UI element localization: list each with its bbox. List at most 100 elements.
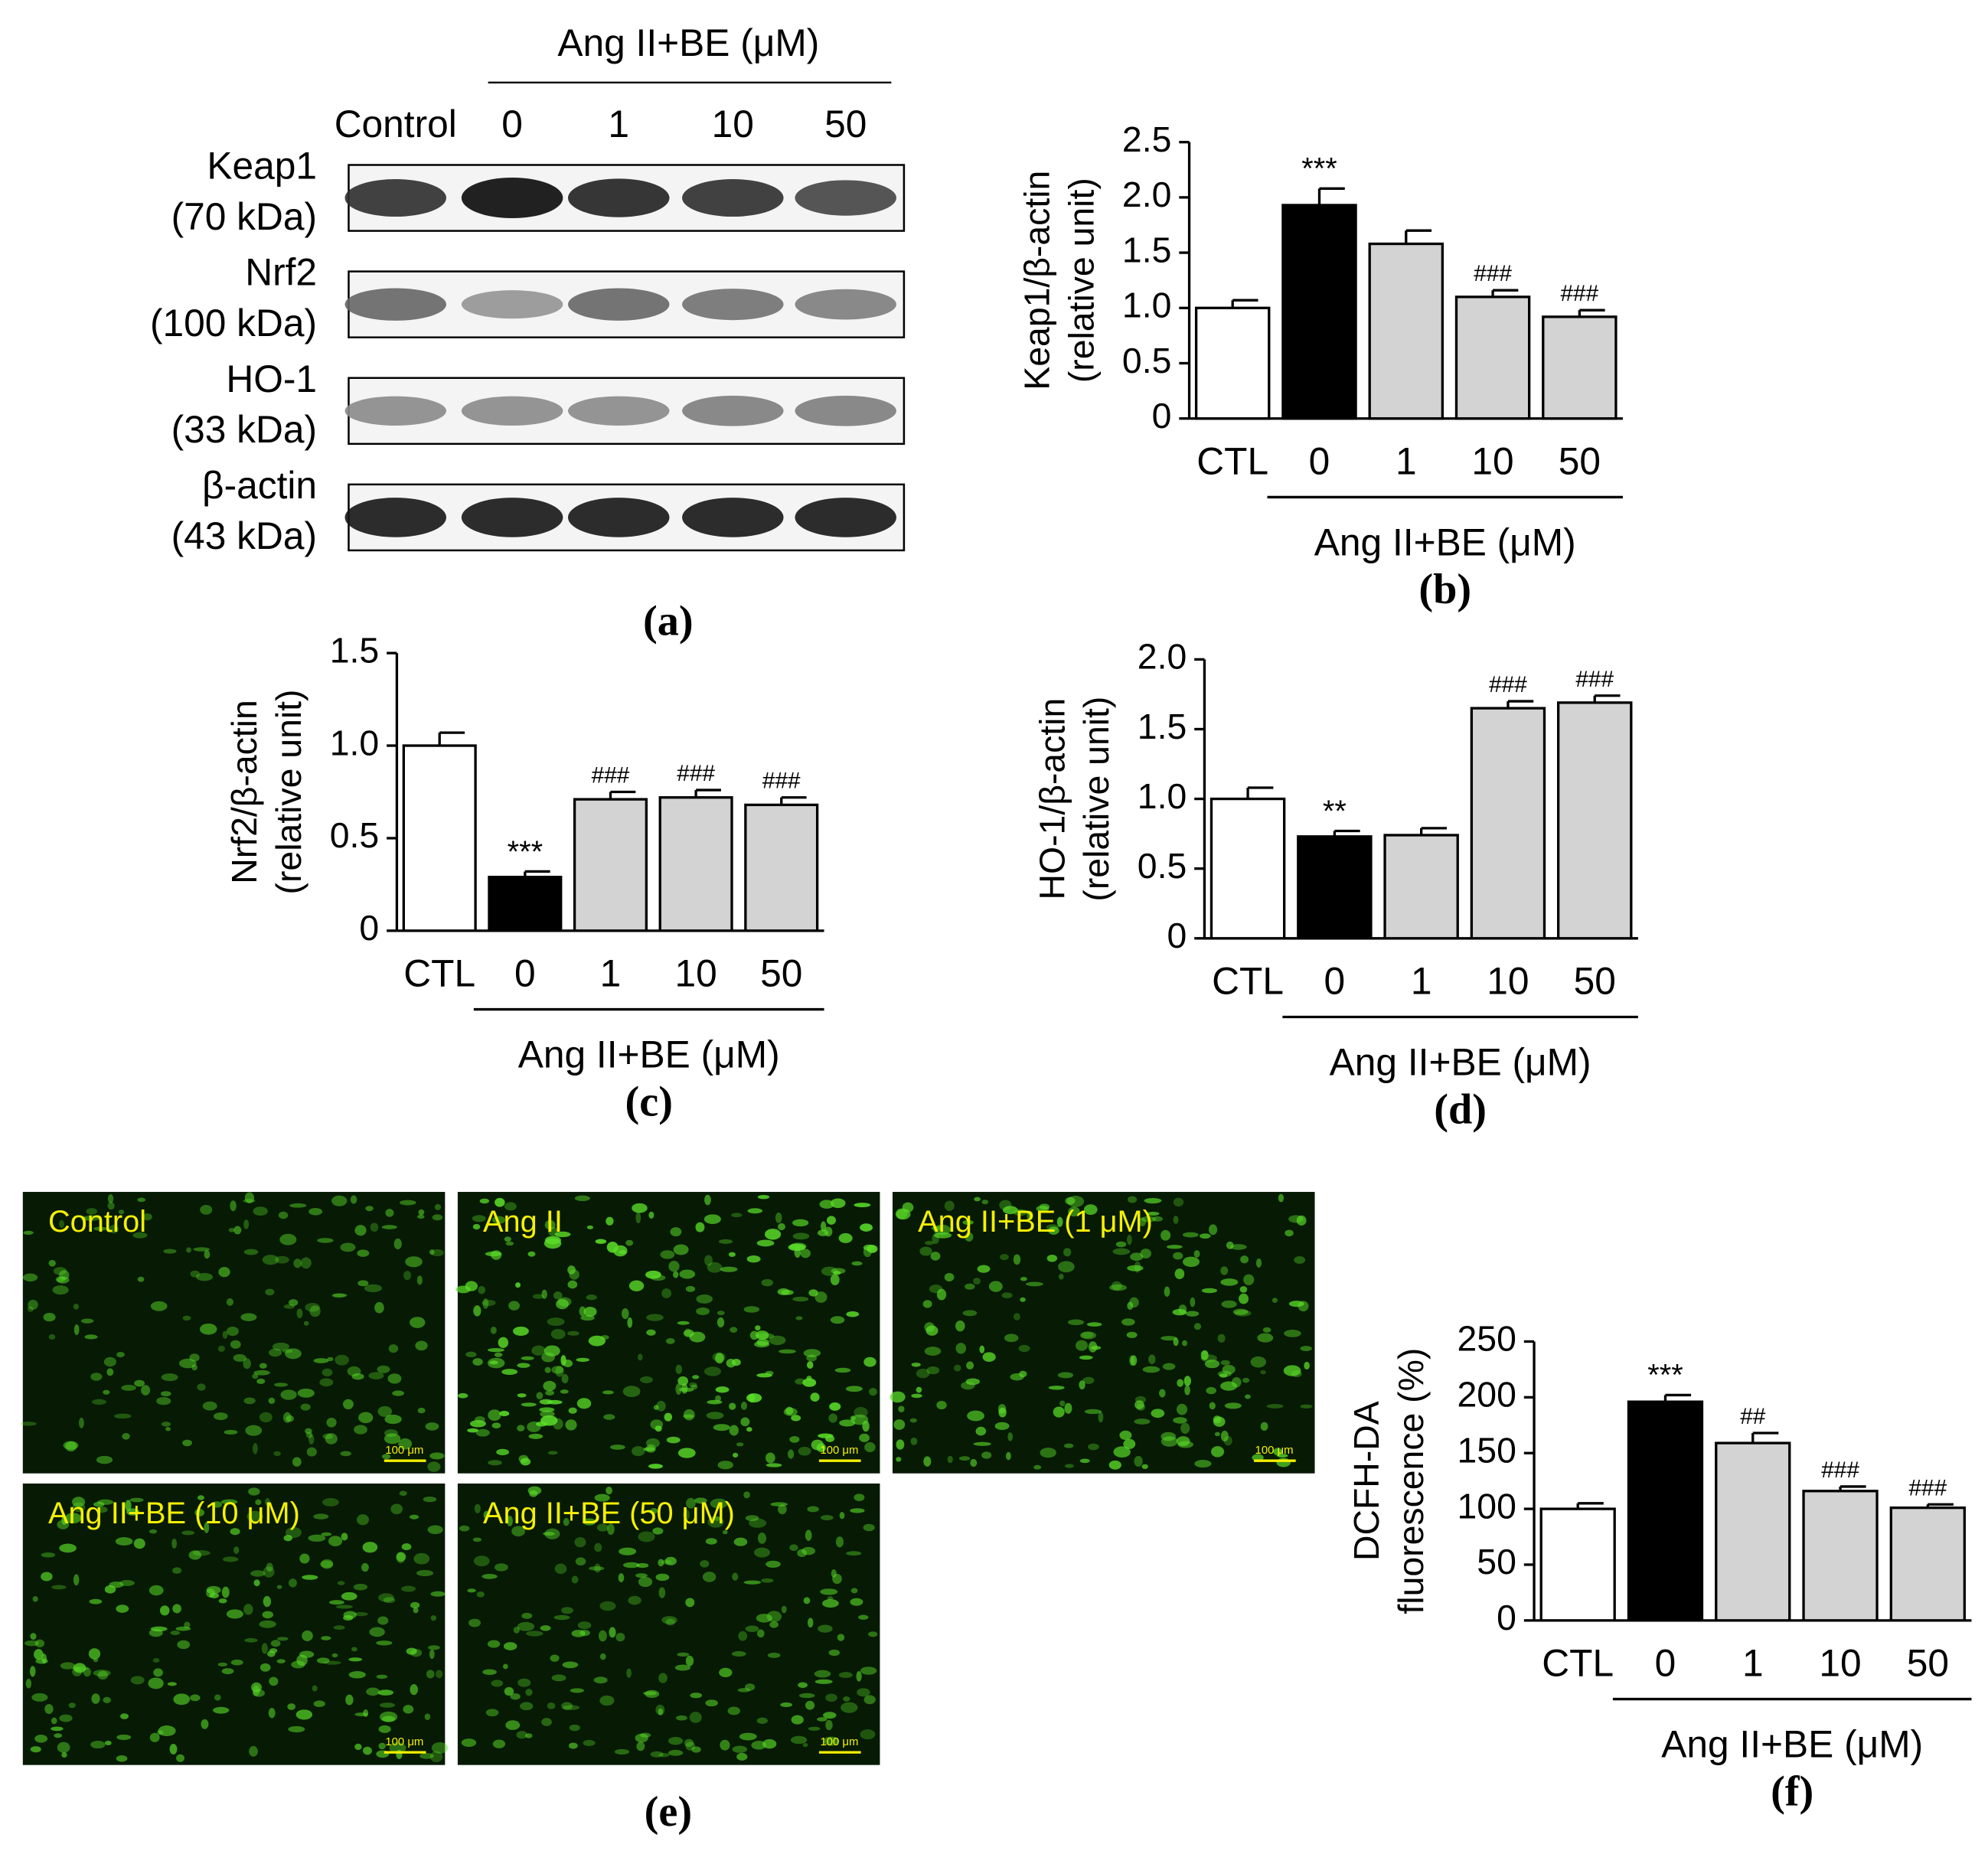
cell [384, 1414, 402, 1425]
cell [34, 1639, 45, 1647]
cell [609, 1627, 616, 1638]
cell [955, 1320, 965, 1332]
y-tick-label: 150 [1458, 1430, 1516, 1470]
cell [757, 1194, 770, 1200]
cell [256, 1378, 266, 1385]
cell [664, 1412, 673, 1422]
cell [289, 1203, 307, 1208]
cell [337, 1581, 345, 1585]
cell [84, 1334, 98, 1340]
y-tick-label: 100 [1458, 1486, 1516, 1526]
y-tick-label: 2.5 [1122, 119, 1171, 159]
significance-label: *** [1647, 1359, 1683, 1392]
cell [517, 1678, 531, 1687]
y-axis-label: (relative unit) [1076, 697, 1116, 902]
cell [563, 1705, 580, 1710]
cell [302, 1630, 313, 1641]
cell [244, 1637, 258, 1643]
cell [947, 1455, 953, 1464]
cell [668, 1736, 684, 1745]
cell [661, 1616, 677, 1624]
cell [988, 1281, 1003, 1292]
cell [1183, 1376, 1192, 1386]
cell [376, 1674, 388, 1680]
cell [288, 1578, 297, 1588]
cell [176, 1754, 184, 1762]
cell [89, 1598, 103, 1604]
cell [1119, 1430, 1132, 1441]
blot-band [682, 289, 784, 321]
cell [749, 1518, 767, 1528]
cell [737, 1688, 751, 1693]
cell [507, 1516, 513, 1526]
cell [264, 1498, 270, 1506]
cell [496, 1448, 510, 1456]
cell [72, 1497, 86, 1507]
cell [696, 1307, 710, 1315]
cell [677, 1376, 689, 1386]
cell [689, 1712, 702, 1723]
cell [149, 1529, 158, 1534]
cell [1182, 1232, 1199, 1238]
cell [890, 1391, 906, 1403]
cell [492, 1739, 506, 1748]
cell [636, 1562, 649, 1569]
cell [731, 1650, 746, 1657]
scale-bar-label: 100 μm [820, 1445, 858, 1457]
cell [567, 1330, 579, 1336]
cell [1194, 1460, 1212, 1468]
cell [743, 1306, 760, 1313]
cell [1079, 1380, 1085, 1390]
group-label: Ang II+BE (μM) [1314, 521, 1576, 563]
cell [736, 1442, 744, 1447]
cell [192, 1550, 211, 1556]
blot-group-label: Ang II+BE (μM) [557, 21, 819, 64]
cell [860, 1729, 876, 1740]
cell [1003, 1206, 1018, 1215]
cell [473, 1305, 481, 1317]
cell [936, 1288, 947, 1301]
cell [482, 1298, 489, 1309]
cell [51, 1717, 57, 1725]
cell [1020, 1297, 1026, 1302]
cell [385, 1209, 394, 1217]
cell [240, 1313, 257, 1321]
cell [1027, 1210, 1033, 1221]
cell [1257, 1333, 1274, 1343]
cell [491, 1422, 501, 1429]
cell [854, 1406, 868, 1418]
cell [619, 1547, 637, 1556]
cell [515, 1282, 521, 1288]
bar [658, 796, 733, 932]
cell [603, 1414, 615, 1420]
cell [115, 1537, 133, 1546]
cell [335, 1604, 353, 1609]
cell [29, 1666, 36, 1677]
cell [805, 1700, 815, 1710]
cell [508, 1301, 520, 1311]
cell [554, 1231, 571, 1238]
cell [276, 1659, 286, 1663]
cell [675, 1364, 683, 1374]
cell [545, 1236, 561, 1245]
cell [575, 1557, 586, 1566]
cell [1130, 1252, 1144, 1262]
cell [1240, 1255, 1249, 1264]
cell [217, 1662, 228, 1667]
cell [673, 1271, 679, 1278]
cell [738, 1631, 748, 1641]
panel-label: (a) [643, 598, 694, 645]
cell [218, 1267, 230, 1278]
blot-band [344, 396, 446, 426]
cell [226, 1298, 234, 1306]
cell [1018, 1344, 1030, 1353]
cell [377, 1405, 393, 1417]
cell [467, 1588, 476, 1593]
cell [860, 1667, 877, 1675]
cell [230, 1659, 243, 1666]
cell [505, 1720, 521, 1730]
cell [1271, 1298, 1278, 1304]
cell [305, 1303, 321, 1312]
cell [233, 1353, 246, 1362]
cell [1183, 1256, 1200, 1268]
